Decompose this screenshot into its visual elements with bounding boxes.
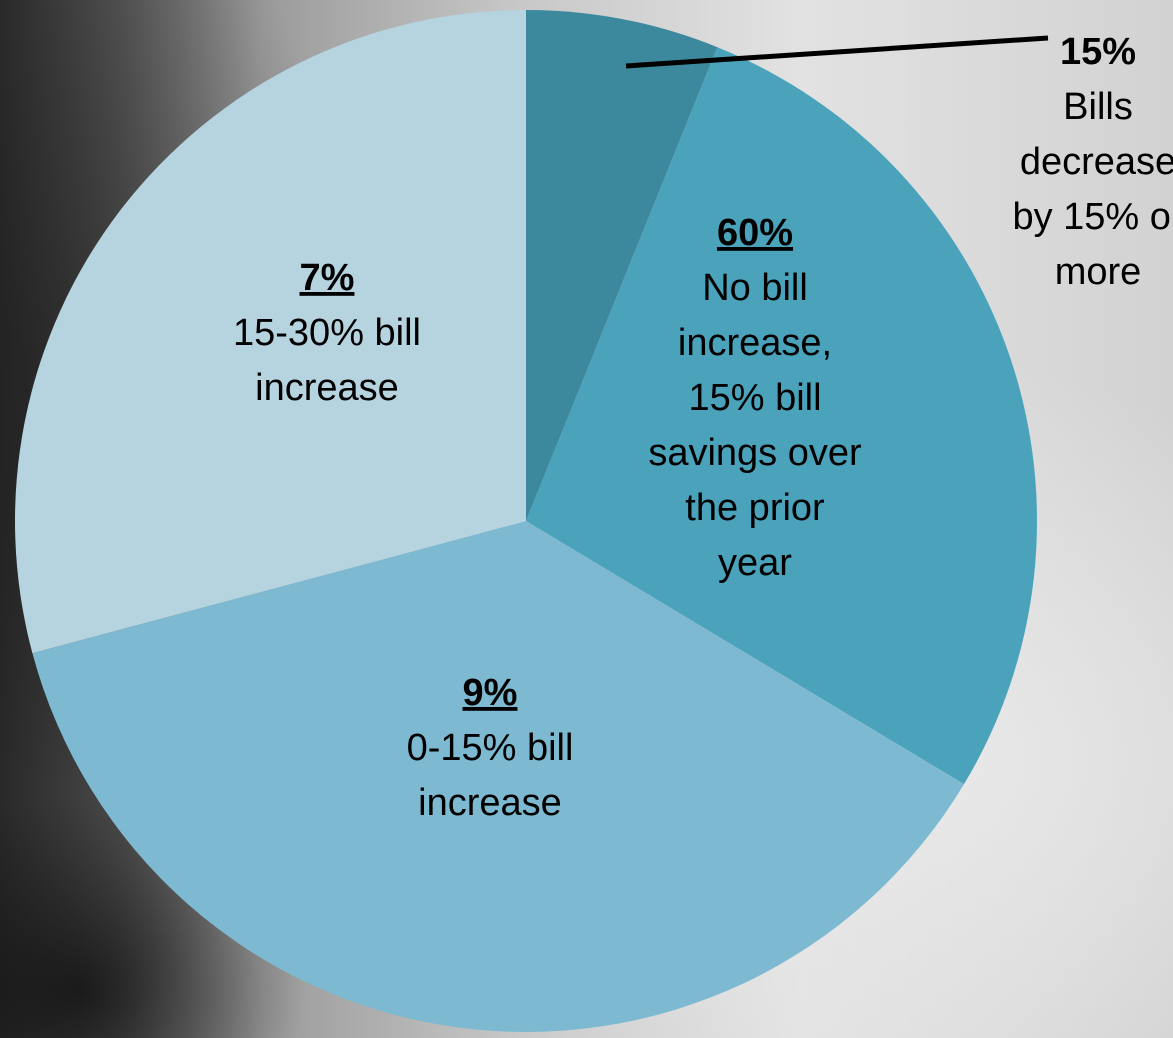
slice-label-line: increase, (678, 322, 832, 364)
slice-label-3: 7% 15-30% bill increase (233, 257, 421, 409)
slice-label-1: 60% No bill increase, 15% bill savings over t… (648, 212, 862, 584)
pie-slice-1 (526, 47, 1038, 785)
slice-label-line: 15% bill (688, 377, 821, 419)
slice-percent-0: 15% (1060, 31, 1136, 73)
slice-label-line: increase (418, 782, 562, 824)
slice-label-line: increase (255, 367, 399, 409)
leader-line (625, 35, 1049, 69)
slice-label-line: 0-15% bill (407, 727, 574, 769)
pie-slice-0 (526, 10, 718, 521)
slice-percent-3: 7% (300, 257, 355, 299)
slice-label-2: 9% 0-15% bill increase (407, 672, 574, 824)
slice-label-line: more (1055, 251, 1142, 293)
slice-label-line: by 15% or (1012, 196, 1173, 238)
slice-percent-1: 60% (717, 212, 793, 254)
slice-label-line: No bill (702, 267, 808, 309)
pie-slice-3 (14, 10, 526, 654)
slice-labels: 15% Bills decrease by 15% or more 60% No bill i… (233, 31, 1173, 824)
slice-label-line: decrease (1020, 141, 1173, 183)
pie-slices (14, 10, 1038, 1032)
slice-percent-2: 9% (463, 672, 518, 714)
slice-label-line: year (718, 542, 792, 584)
pie-slice-2 (32, 521, 965, 1032)
slice-label-line: savings over (648, 432, 862, 474)
slice-label-line: 15-30% bill (233, 312, 421, 354)
slice-label-line: Bills (1063, 86, 1133, 128)
slice-label-0: 15% Bills decrease by 15% or more (1012, 31, 1173, 293)
slice-label-line: the prior (685, 487, 825, 529)
